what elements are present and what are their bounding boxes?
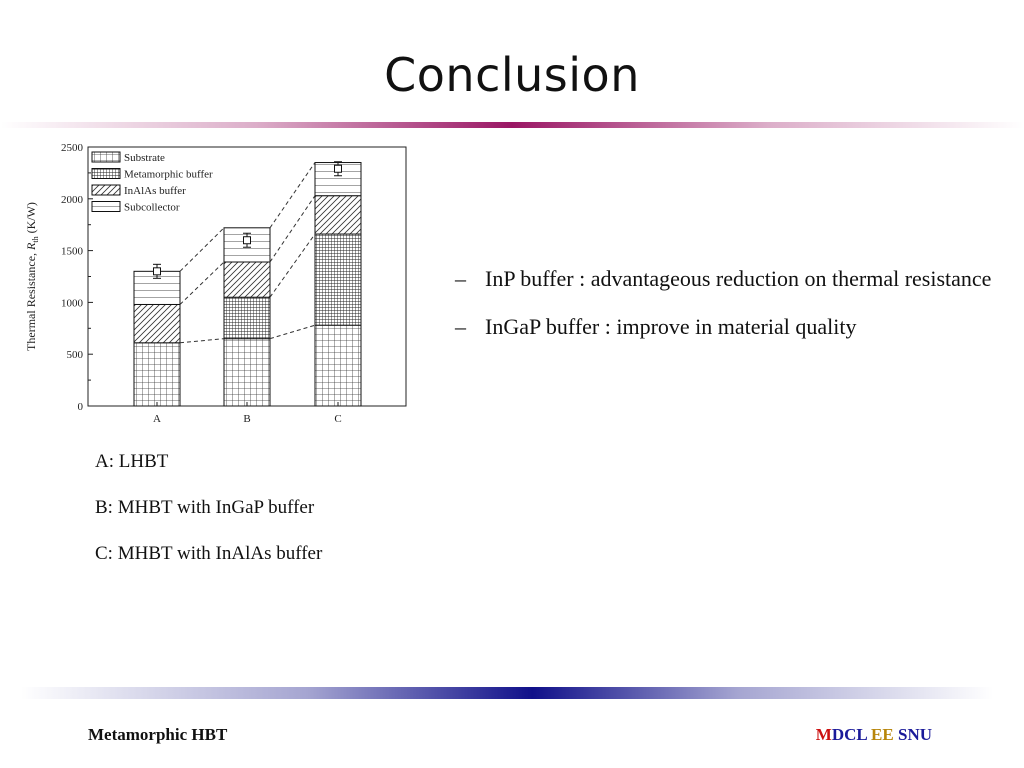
measured-point (334, 164, 342, 173)
footer-lab-name: MDCL EE SNU (816, 725, 932, 745)
bar-segment-substrate (223, 338, 271, 407)
slide-title: Conclusion (384, 48, 640, 102)
footer-lab-ee: EE (871, 725, 894, 744)
caption-c: C: MHBT with InAlAs buffer (95, 543, 323, 564)
legend-swatch (91, 151, 121, 163)
y-tick-label: 1500 (61, 246, 84, 258)
bullet-item: – InP buffer : advantageous reduction on… (455, 262, 995, 296)
legend-label: Subcollector (124, 202, 180, 214)
y-axis-label: Thermal Resistance, Rth (K/W) (24, 202, 40, 351)
bullet-item: – InGaP buffer : improve in material qua… (455, 310, 995, 344)
bullet-text: InGaP buffer : improve in material quali… (485, 314, 857, 339)
legend-label: Substrate (124, 152, 165, 164)
title-divider (0, 122, 1024, 128)
connector-line (269, 233, 316, 298)
caption-b: B: MHBT with InGaP buffer (95, 497, 315, 518)
connector-line (269, 195, 316, 263)
connector-line (179, 261, 225, 305)
connector-line (269, 162, 316, 229)
y-axis-label-subscript: th (31, 236, 40, 242)
footer-lab-m: M (815, 725, 832, 744)
y-tick-label: 0 (78, 401, 84, 413)
bullet-dash: – (455, 314, 466, 339)
legend-swatch (91, 168, 121, 179)
y-tick-label: 2000 (61, 194, 84, 206)
bar-segment-inalas-buffer (133, 303, 181, 344)
y-axis-label-unit: (K/W) (24, 202, 38, 236)
legend-label: Metamorphic buffer (124, 169, 213, 181)
bar-segment-subcollector (133, 270, 181, 305)
bar-segment-substrate (314, 324, 362, 407)
footer-lab-dcl: DCL (831, 725, 867, 744)
x-tick-label: A (153, 413, 161, 425)
legend-label: InAlAs buffer (124, 185, 186, 197)
connector-line (179, 338, 225, 344)
footer-divider (0, 687, 1024, 699)
y-axis-label-text: Thermal Resistance, (24, 250, 38, 351)
y-tick-label: 1000 (61, 297, 84, 309)
bar-segment-inalas-buffer (223, 261, 271, 298)
bar-segment-inalas-buffer (314, 195, 362, 235)
connector-line (269, 324, 316, 340)
measured-point (153, 267, 161, 276)
thermal-resistance-chart: 0 500 1000 1500 2000 2500 Thermal Resistance, … (22, 136, 412, 436)
bar-segment-metamorphic-buffer (223, 296, 271, 340)
legend-swatch (91, 201, 121, 212)
y-axis-label-symbol: R (24, 242, 38, 251)
y-tick-label: 2500 (61, 142, 84, 154)
footer-lab-snu: SNU (897, 725, 932, 744)
connector-line (179, 227, 225, 272)
bar-segment-metamorphic-buffer (314, 233, 362, 326)
y-tick-label: 500 (67, 349, 84, 361)
legend-swatch (91, 184, 121, 196)
measured-point (243, 236, 251, 245)
bullet-list: – InP buffer : advantageous reduction on… (455, 262, 995, 344)
bar-segment-substrate (133, 342, 181, 407)
x-tick-label: B (243, 413, 250, 425)
chart-svg: 0 500 1000 1500 2000 2500 Thermal Resistance, … (24, 142, 407, 425)
bullet-text: InP buffer : advantageous reduction on t… (485, 266, 992, 291)
caption-a: A: LHBT (95, 451, 169, 472)
bullet-dash: – (455, 266, 466, 291)
footer-course-title: Metamorphic HBT (88, 725, 228, 744)
x-tick-label: C (334, 413, 341, 425)
